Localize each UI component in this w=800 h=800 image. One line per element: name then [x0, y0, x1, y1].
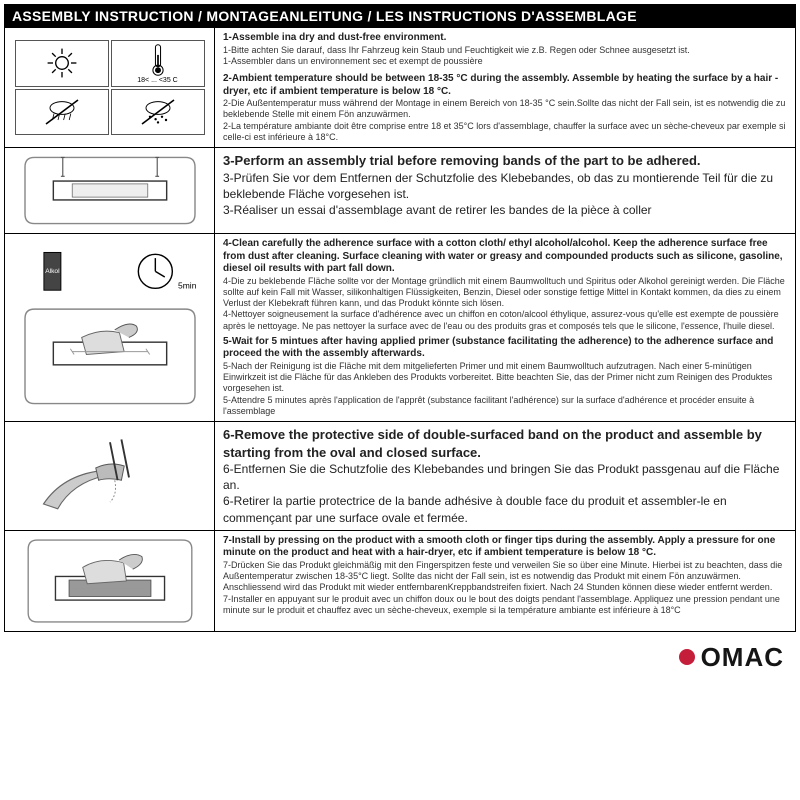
step-7-head: 7-Install by pressing on the product wit…	[223, 535, 787, 560]
step-4-fr: 4-Nettoyer soigneusement la surface d'ad…	[223, 309, 787, 332]
row-1-text: 1-Assemble ina dry and dust-free environ…	[215, 28, 795, 147]
row-3: Alkol 5min 4-Clean carefully the adheren…	[4, 234, 796, 422]
row-3-image: Alkol 5min	[5, 234, 215, 421]
row-2-image	[5, 148, 215, 233]
step-3-head: 3-Perform an assembly trial before remov…	[223, 152, 787, 170]
step-4-de: 4-Die zu beklebende Fläche sollte vor de…	[223, 276, 787, 310]
step-5-fr: 5-Attendre 5 minutes après l'application…	[223, 395, 787, 418]
step-7-de: 7-Drücken Sie das Produkt gleichmäßig mi…	[223, 560, 787, 594]
step-2-de: 2-Die Außentemperatur muss während der M…	[223, 98, 787, 121]
footer: OMAC	[4, 632, 796, 677]
step-7-fr: 7-Installer en appuyant sur le produit a…	[223, 594, 787, 617]
row-4-image	[5, 422, 215, 530]
row-3-text: 4-Clean carefully the adherence surface …	[215, 234, 795, 421]
svg-text:5min: 5min	[178, 280, 197, 290]
step-3-de: 3-Prüfen Sie vor dem Entfernen der Schut…	[223, 170, 787, 202]
step-5-de: 5-Nach der Reinigung ist die Fläche mit …	[223, 361, 787, 395]
sun-icon	[15, 40, 109, 87]
step-2-head: 2-Ambient temperature should be between …	[223, 73, 787, 98]
row-5-image	[5, 531, 215, 631]
thermometer-icon: 18< ... <35 C	[111, 40, 205, 87]
row-4: 6-Remove the protective side of double-s…	[4, 422, 796, 531]
logo-dot-icon	[679, 649, 695, 665]
logo: OMAC	[679, 642, 784, 673]
step-1-de: 1-Bitte achten Sie darauf, dass Ihr Fahr…	[223, 45, 787, 56]
row-2-text: 3-Perform an assembly trial before remov…	[215, 148, 795, 233]
svg-text:Alkol: Alkol	[45, 268, 60, 275]
step-5-head: 5-Wait for 5 mintues after having applie…	[223, 336, 787, 361]
temp-label: 18< ... <35 C	[137, 77, 177, 84]
step-6-de: 6-Entfernen Sie die Schutzfolie des Kleb…	[223, 461, 787, 493]
row-5-text: 7-Install by pressing on the product wit…	[215, 531, 795, 631]
row-4-text: 6-Remove the protective side of double-s…	[215, 422, 795, 530]
step-4-head: 4-Clean carefully the adherence surface …	[223, 238, 787, 276]
logo-text: OMAC	[701, 642, 784, 673]
row-1: 18< ... <35 C 1-Assemble ina dry and dus…	[4, 28, 796, 148]
step-1-head: 1-Assemble ina dry and dust-free environ…	[223, 32, 787, 45]
step-1-fr: 1-Assembler dans un environnement sec et…	[223, 56, 787, 67]
step-6-head: 6-Remove the protective side of double-s…	[223, 426, 787, 461]
no-snow-icon	[111, 89, 205, 136]
row-5: 7-Install by pressing on the product wit…	[4, 531, 796, 632]
step-2-fr: 2-La température ambiante doit être comp…	[223, 121, 787, 144]
row-1-image: 18< ... <35 C	[5, 28, 215, 147]
step-3-fr: 3-Réaliser un essai d'assemblage avant d…	[223, 202, 787, 218]
no-rain-icon	[15, 89, 109, 136]
row-2: 3-Perform an assembly trial before remov…	[4, 148, 796, 234]
step-6-fr: 6-Retirer la partie protectrice de la ba…	[223, 493, 787, 525]
page-title: ASSEMBLY INSTRUCTION / MONTAGEANLEITUNG …	[4, 4, 796, 28]
